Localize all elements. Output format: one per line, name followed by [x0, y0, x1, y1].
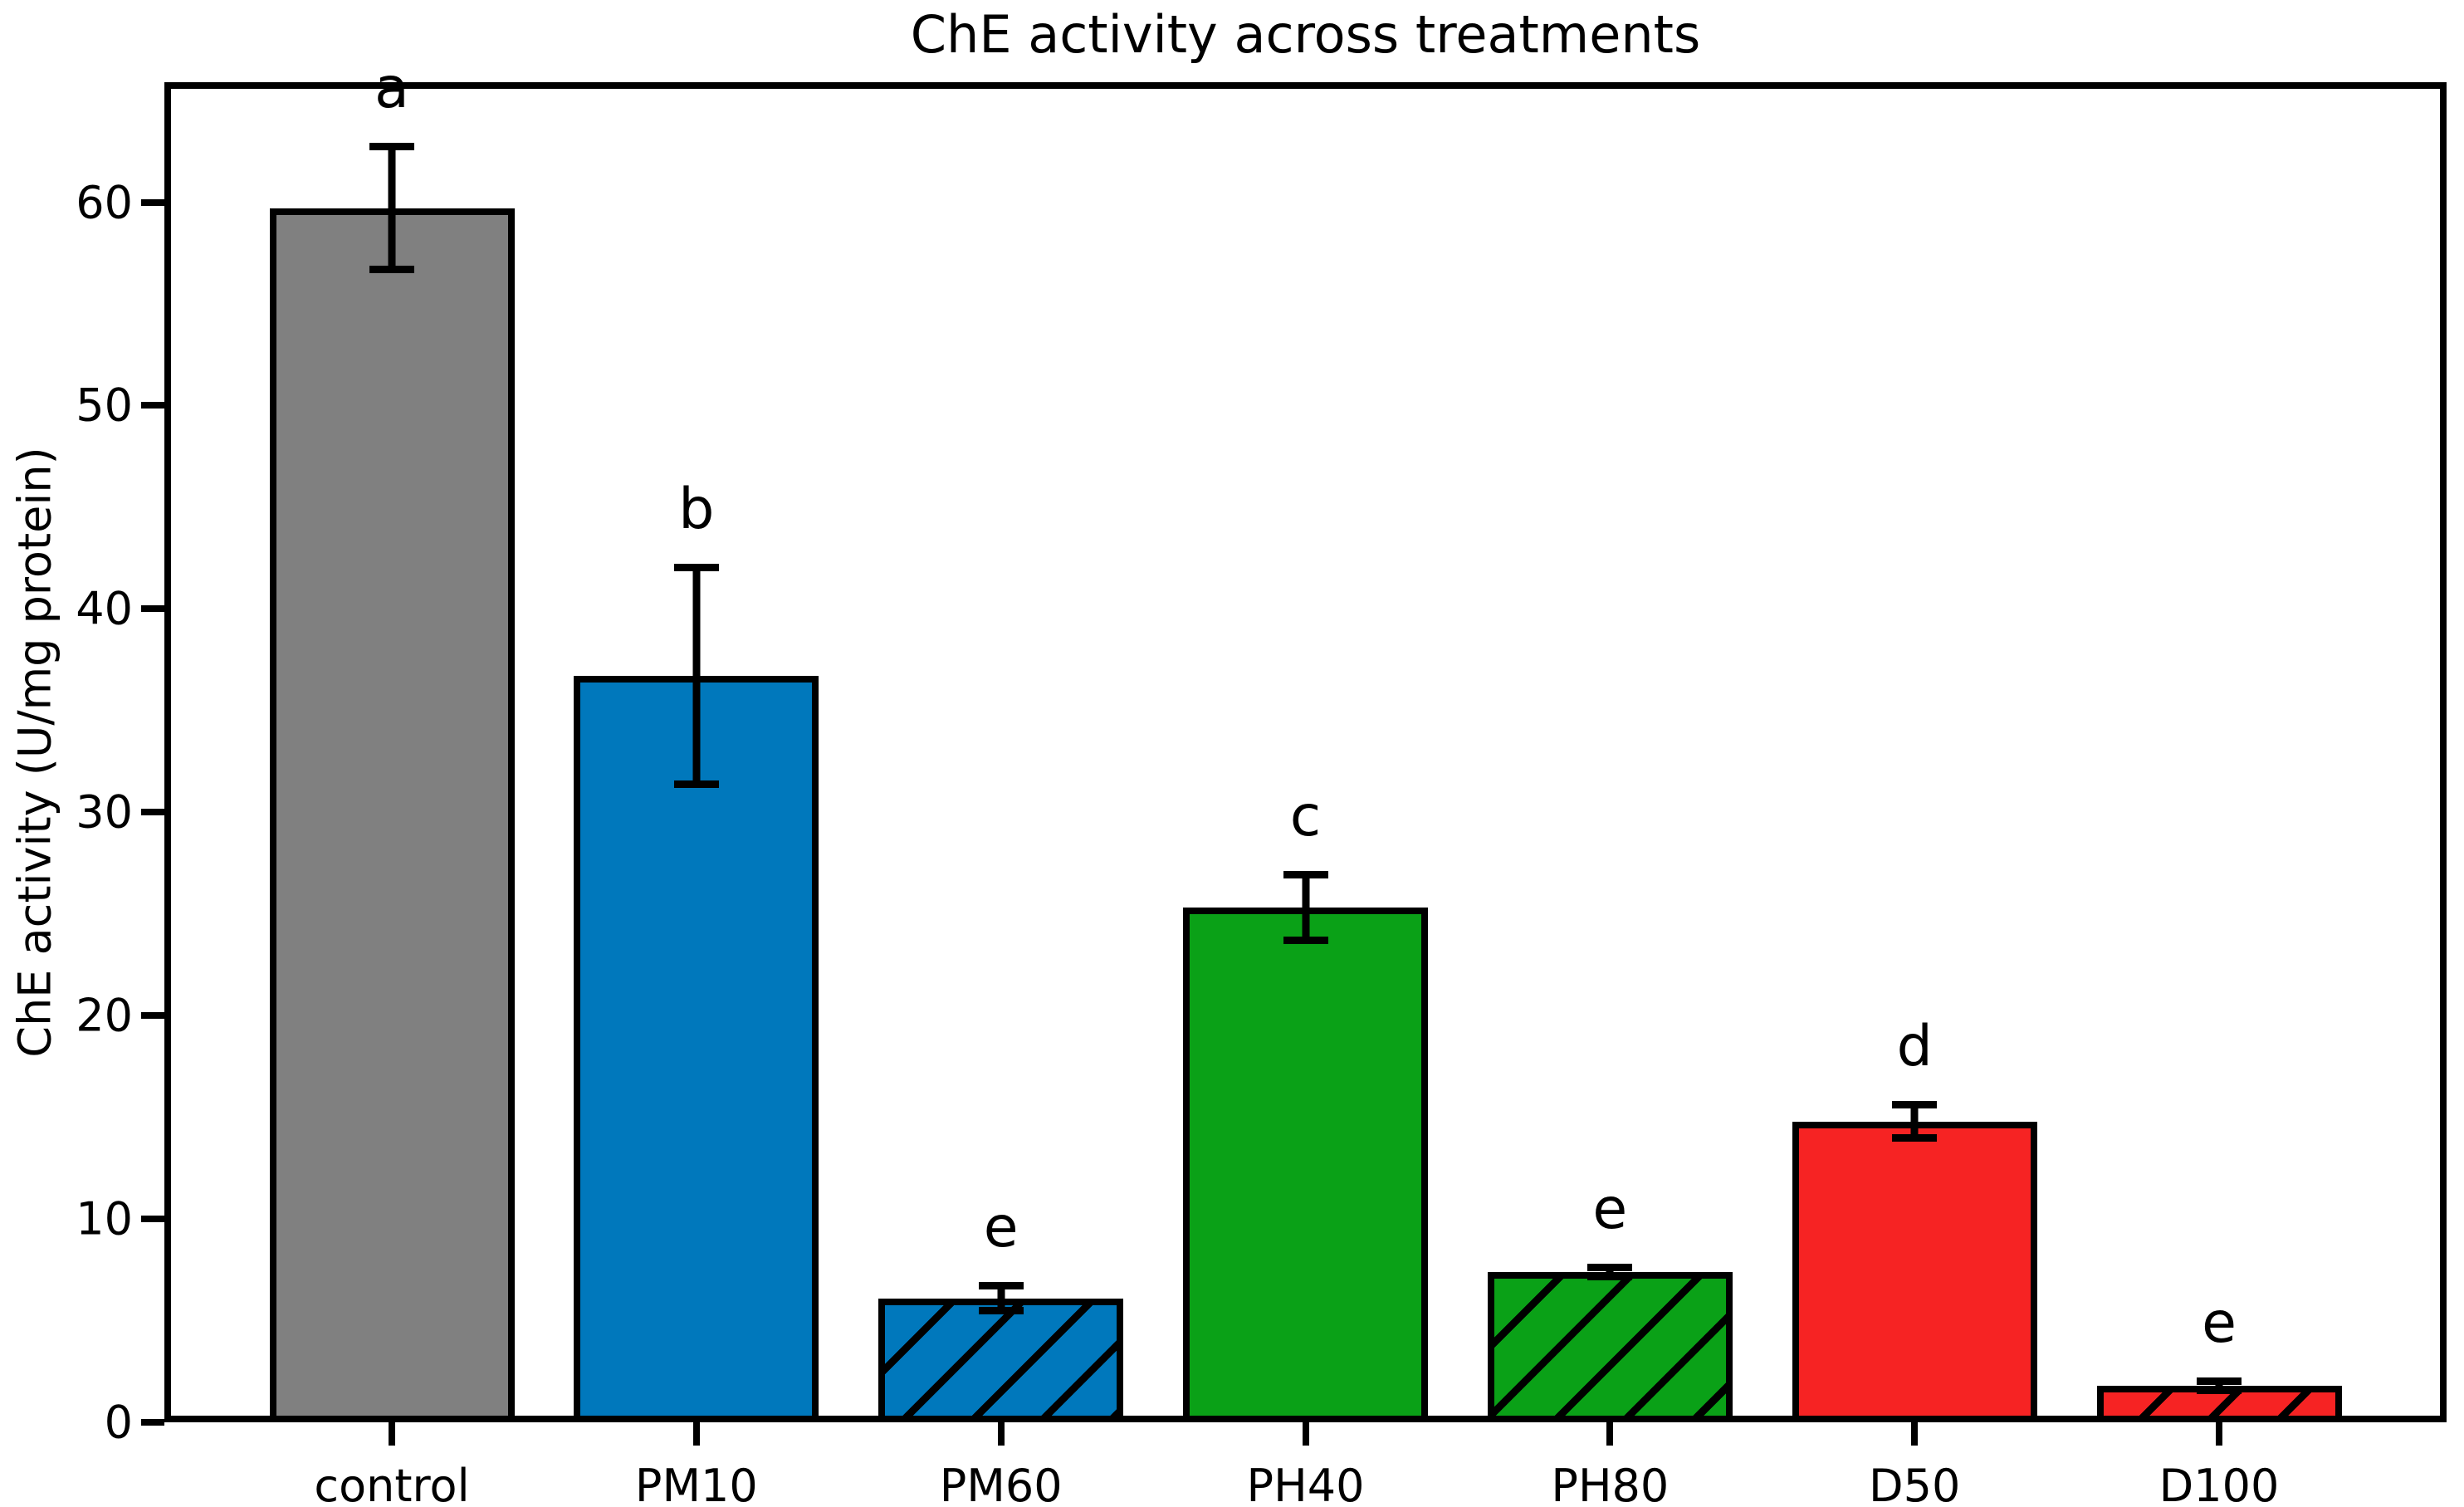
error-bar-top-cap — [978, 1282, 1024, 1289]
y-tick-mark — [141, 809, 164, 816]
bar-PH80-hatched — [1487, 1271, 1733, 1422]
sig-letter-PM10: b — [678, 477, 715, 543]
x-tick-mark — [1606, 1422, 1614, 1446]
y-tick-mark — [141, 605, 164, 613]
x-tick-label-D100: D100 — [2158, 1460, 2280, 1507]
y-tick-mark — [141, 198, 164, 206]
x-tick-label-PH40: PH40 — [1246, 1460, 1365, 1507]
bar-D50 — [1792, 1121, 2037, 1422]
sig-letter-PH80: e — [1592, 1176, 1628, 1242]
sig-letter-D50: d — [1896, 1014, 1933, 1080]
y-axis-label: ChE activity (U/mg protein) — [8, 447, 61, 1058]
error-bar-bottom-cap — [2197, 1386, 2242, 1394]
y-tick-label: 10 — [76, 1192, 133, 1245]
y-tick-label: 60 — [76, 176, 133, 228]
error-bar-stem — [388, 143, 396, 274]
error-bar-stem — [692, 564, 701, 788]
error-bar-top-cap — [2197, 1377, 2242, 1386]
y-tick-mark — [141, 1012, 164, 1020]
error-bar-stem — [2215, 1377, 2223, 1394]
error-bar-stem — [1606, 1263, 1614, 1280]
bar-control — [269, 208, 515, 1422]
bar-PM10 — [574, 676, 819, 1422]
y-tick-mark — [141, 1216, 164, 1223]
x-tick-mark — [997, 1422, 1005, 1446]
x-tick-mark — [1911, 1422, 1919, 1446]
error-bar-bottom-cap — [1283, 937, 1328, 945]
error-bar-top-cap — [369, 143, 414, 151]
error-bar-bottom-cap — [369, 266, 414, 274]
x-tick-mark — [2216, 1422, 2222, 1446]
bar-PH40 — [1183, 908, 1428, 1422]
error-bar-top-cap — [1587, 1263, 1633, 1271]
error-bar-PM10 — [673, 564, 719, 788]
y-tick-mark — [141, 1419, 164, 1426]
sig-letter-PM60: e — [983, 1195, 1019, 1260]
error-bar-PH40 — [1283, 871, 1328, 945]
sig-letter-control: a — [374, 56, 409, 122]
x-tick-mark — [692, 1422, 700, 1446]
error-bar-control — [369, 143, 414, 274]
error-bar-D50 — [1892, 1101, 1938, 1142]
error-bar-PM60 — [978, 1282, 1024, 1315]
error-bar-stem — [1910, 1101, 1919, 1142]
y-tick-label: 0 — [104, 1396, 133, 1449]
x-tick-label-PM10: PM10 — [634, 1460, 758, 1507]
error-bar-stem — [1302, 871, 1309, 945]
sig-letter-D100: e — [2202, 1290, 2237, 1357]
sig-letter-PH40: c — [1289, 784, 1322, 850]
y-tick-label: 30 — [76, 785, 133, 839]
y-tick-label: 40 — [76, 582, 133, 635]
error-bar-stem — [997, 1282, 1005, 1315]
chart-title: ChE activity across treatments — [910, 4, 1701, 65]
error-bar-bottom-cap — [1587, 1272, 1633, 1280]
x-tick-label-PH80: PH80 — [1551, 1460, 1670, 1507]
x-tick-label-control: control — [314, 1460, 470, 1507]
y-tick-mark — [141, 402, 164, 409]
x-tick-label-D50: D50 — [1869, 1460, 1961, 1507]
error-bar-PH80 — [1587, 1263, 1633, 1280]
error-bar-top-cap — [1283, 871, 1328, 879]
error-bar-bottom-cap — [673, 780, 719, 788]
error-bar-bottom-cap — [1892, 1134, 1938, 1142]
bar-PM60-hatched — [878, 1298, 1124, 1422]
error-bar-top-cap — [673, 564, 719, 572]
error-bar-D100 — [2197, 1377, 2242, 1394]
y-tick-label: 50 — [76, 379, 133, 432]
error-bar-top-cap — [1892, 1101, 1938, 1109]
x-tick-label-PM60: PM60 — [939, 1460, 1063, 1507]
error-bar-bottom-cap — [978, 1307, 1024, 1315]
y-tick-label: 20 — [76, 989, 133, 1042]
x-tick-mark — [1302, 1422, 1309, 1446]
x-tick-mark — [389, 1422, 395, 1446]
